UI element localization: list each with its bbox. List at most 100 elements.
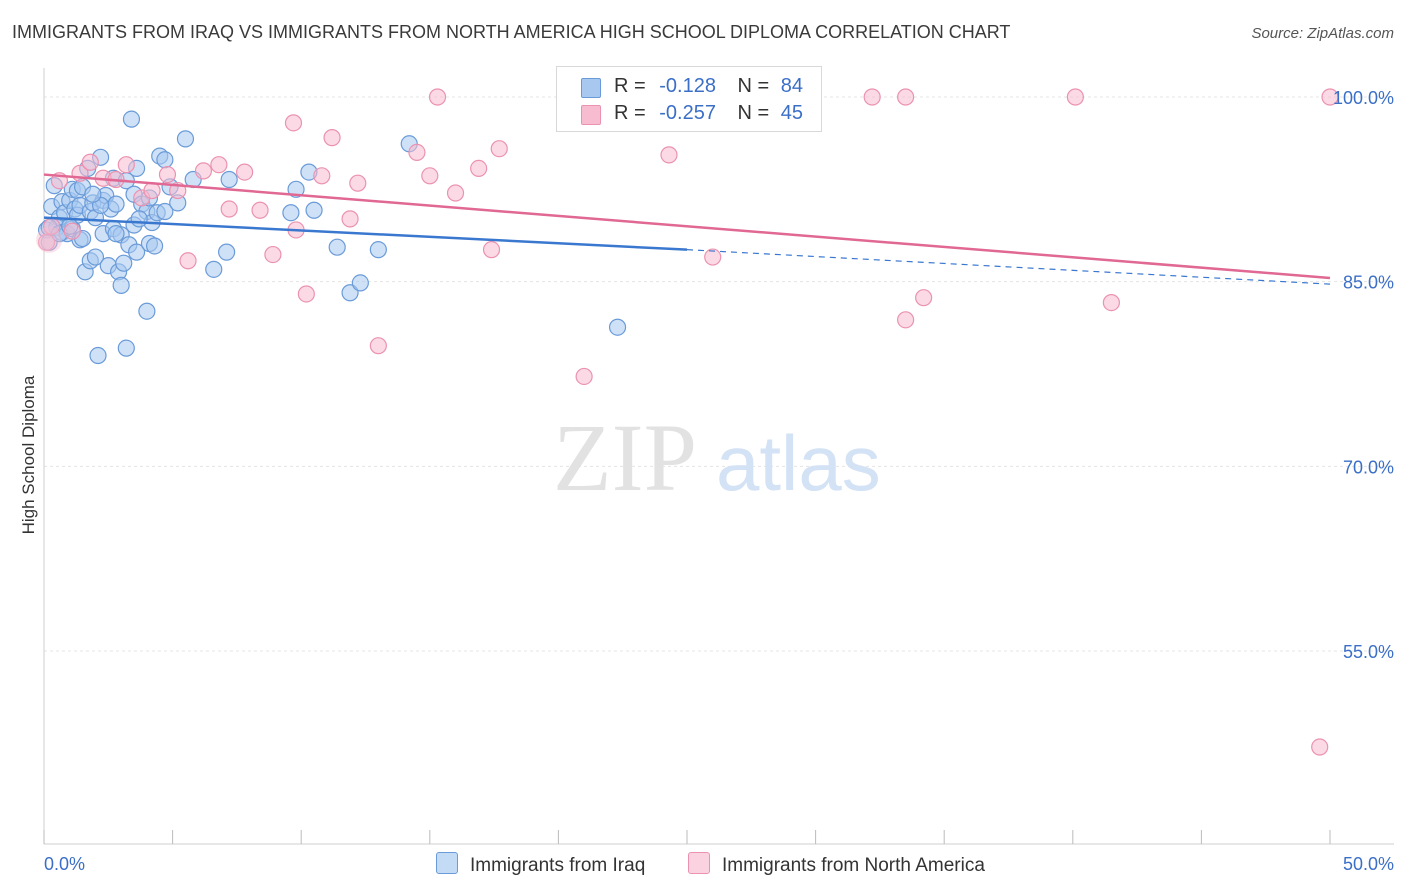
iraq-point bbox=[130, 210, 148, 228]
north-america-trend-line bbox=[43, 173, 1331, 280]
north-america-point bbox=[421, 167, 439, 185]
north-america-point bbox=[210, 156, 228, 174]
legend-r-label: R = bbox=[614, 102, 646, 124]
iraq-point bbox=[122, 110, 141, 128]
legend-swatch-iraq bbox=[581, 78, 601, 98]
tick-labels: 100.0% 85.0% 70.0% 55.0% 0.0% 50.0% bbox=[44, 88, 1394, 874]
north-america-point bbox=[575, 367, 593, 386]
north-america-point bbox=[470, 159, 488, 178]
north-america-point bbox=[220, 200, 238, 218]
north-america-point bbox=[490, 140, 508, 158]
north-america-point bbox=[1311, 738, 1329, 756]
iraq-point bbox=[127, 243, 146, 261]
legend-r-label: R = bbox=[614, 75, 646, 97]
iraq-point bbox=[351, 274, 369, 292]
trend-lines bbox=[43, 173, 1331, 285]
north-america-point bbox=[251, 201, 269, 219]
north-america-point bbox=[704, 248, 722, 266]
north-america-point bbox=[313, 167, 331, 185]
north-america-point bbox=[1066, 88, 1084, 106]
north-america-point bbox=[1321, 88, 1339, 106]
iraq-point bbox=[156, 202, 174, 221]
y-tick-label: 70.0% bbox=[1343, 457, 1394, 477]
iraq-point bbox=[89, 346, 107, 365]
north-america-point bbox=[482, 241, 501, 259]
north-america-point bbox=[446, 184, 465, 202]
axes bbox=[43, 68, 1394, 845]
scatter-points bbox=[36, 88, 1339, 756]
iraq-point bbox=[115, 254, 133, 272]
bottom-legend-iraq: Immigrants from Iraq bbox=[436, 852, 645, 877]
north-america-point bbox=[81, 153, 99, 171]
iraq-point bbox=[205, 260, 223, 278]
y-tick-label: 85.0% bbox=[1343, 273, 1394, 293]
north-america-point bbox=[63, 222, 81, 240]
iraq-point bbox=[176, 130, 195, 148]
chart-title: IMMIGRANTS FROM IRAQ VS IMMIGRANTS FROM … bbox=[12, 22, 1011, 42]
bottom-legend-label-iraq: Immigrants from Iraq bbox=[470, 855, 646, 876]
north-america-point bbox=[194, 162, 213, 180]
y-axis-label: High School Diploma bbox=[19, 375, 38, 534]
north-america-point bbox=[143, 181, 161, 200]
iraq-point bbox=[328, 238, 346, 256]
north-america-point bbox=[408, 143, 426, 161]
legend-n-value-iraq: 84 bbox=[780, 75, 804, 97]
legend-n-value-north-america: 45 bbox=[780, 102, 804, 124]
iraq-point bbox=[220, 170, 238, 189]
watermark-zip: ZIP bbox=[553, 404, 697, 511]
iraq-point bbox=[117, 339, 135, 357]
iraq-point bbox=[218, 243, 236, 261]
north-america-point bbox=[36, 226, 63, 253]
north-america-point bbox=[1102, 293, 1120, 312]
bottom-legend-swatch-iraq bbox=[436, 852, 458, 874]
iraq-point bbox=[138, 302, 156, 320]
north-america-point bbox=[915, 289, 933, 307]
north-america-point bbox=[660, 146, 678, 164]
north-america-point bbox=[179, 252, 197, 270]
iraq-point bbox=[282, 204, 300, 222]
iraq-point bbox=[107, 225, 125, 243]
iraq-trend-extension bbox=[686, 249, 1331, 285]
legend-r-value-north-america: -0.257 bbox=[659, 102, 716, 124]
legend-swatch-north-america bbox=[581, 105, 601, 125]
iraq-point bbox=[86, 248, 105, 266]
iraq-trend-line bbox=[43, 216, 688, 251]
bottom-legend-label-north-america: Immigrants from North America bbox=[722, 855, 985, 876]
iraq-point bbox=[145, 237, 164, 255]
iraq-point bbox=[156, 151, 174, 169]
y-tick-label: 55.0% bbox=[1343, 642, 1394, 662]
north-america-point bbox=[897, 88, 915, 106]
bottom-legend-swatch-north-america bbox=[688, 852, 710, 874]
north-america-point bbox=[37, 233, 56, 251]
iraq-point bbox=[305, 201, 323, 219]
north-america-point bbox=[284, 114, 303, 132]
iraq-point bbox=[84, 185, 102, 203]
north-america-point bbox=[349, 174, 367, 192]
source-label: Source: ZipAtlas.com bbox=[1251, 25, 1394, 42]
y-tick-label: 100.0% bbox=[1333, 88, 1394, 108]
legend-n-label: N = bbox=[737, 75, 770, 97]
north-america-point bbox=[297, 285, 315, 303]
north-america-point bbox=[897, 311, 915, 329]
north-america-point bbox=[236, 163, 254, 181]
iraq-point bbox=[369, 241, 387, 259]
watermark-atlas: atlas bbox=[716, 419, 881, 507]
north-america-point bbox=[863, 88, 881, 106]
north-america-point bbox=[117, 156, 135, 174]
north-america-point bbox=[158, 165, 177, 184]
legend-n-label: N = bbox=[737, 102, 770, 124]
iraq-point bbox=[112, 276, 130, 294]
iraq-point bbox=[608, 318, 627, 336]
north-america-point bbox=[369, 337, 387, 355]
north-america-point bbox=[341, 210, 359, 228]
x-tick-label: 50.0% bbox=[1343, 854, 1394, 874]
north-america-point bbox=[323, 129, 341, 147]
stats-legend: R = -0.128 N = 84 R = -0.257 N = 45 bbox=[556, 66, 822, 132]
iraq-point bbox=[107, 195, 125, 213]
north-america-point bbox=[264, 245, 282, 264]
north-america-point bbox=[428, 88, 447, 106]
legend-r-value-iraq: -0.128 bbox=[659, 75, 716, 97]
bottom-legend-north-america: Immigrants from North America bbox=[688, 852, 985, 877]
x-tick-label: 0.0% bbox=[44, 854, 85, 874]
